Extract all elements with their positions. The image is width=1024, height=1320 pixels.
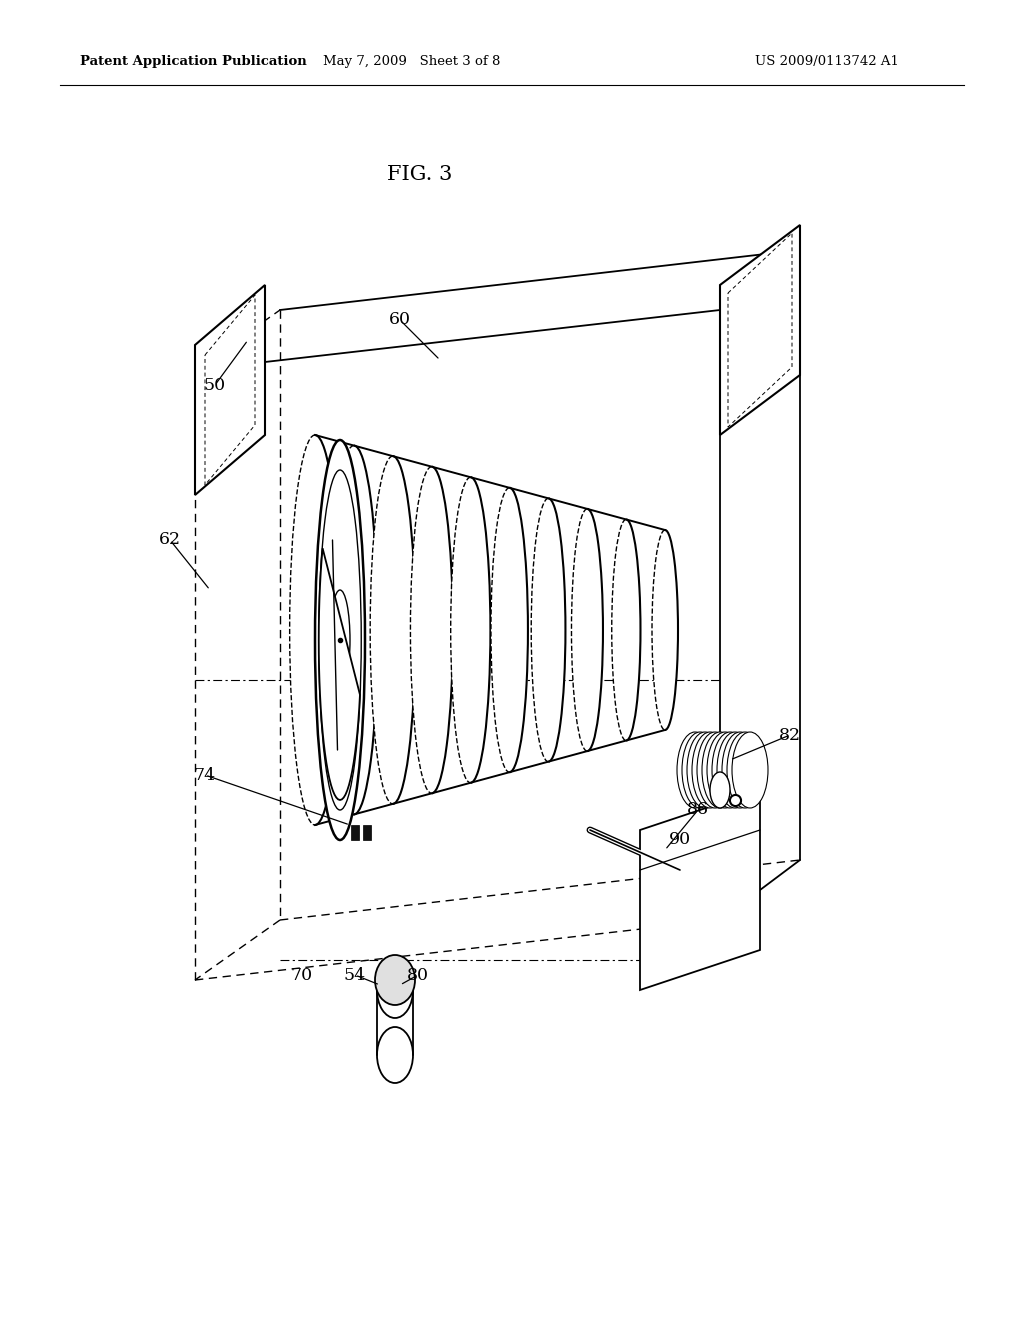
Ellipse shape — [377, 962, 413, 1018]
Ellipse shape — [697, 733, 733, 808]
Polygon shape — [195, 285, 265, 495]
Ellipse shape — [677, 733, 713, 808]
Ellipse shape — [375, 954, 415, 1005]
Ellipse shape — [712, 733, 748, 808]
Bar — [351, 825, 359, 840]
Bar — [362, 825, 371, 840]
Ellipse shape — [490, 488, 528, 772]
Text: Patent Application Publication: Patent Application Publication — [80, 55, 307, 69]
Ellipse shape — [370, 457, 416, 804]
Ellipse shape — [692, 733, 728, 808]
Ellipse shape — [682, 733, 718, 808]
Text: 70: 70 — [291, 966, 313, 983]
Ellipse shape — [531, 499, 565, 762]
Ellipse shape — [727, 733, 763, 808]
Ellipse shape — [290, 436, 340, 825]
Text: May 7, 2009   Sheet 3 of 8: May 7, 2009 Sheet 3 of 8 — [324, 55, 501, 69]
Text: 86: 86 — [687, 801, 709, 818]
Ellipse shape — [315, 440, 365, 840]
Polygon shape — [640, 789, 760, 990]
Ellipse shape — [451, 478, 490, 783]
Text: US 2009/0113742 A1: US 2009/0113742 A1 — [755, 55, 899, 69]
Text: 54: 54 — [344, 966, 366, 983]
Text: 80: 80 — [407, 966, 429, 983]
Ellipse shape — [707, 733, 743, 808]
Ellipse shape — [732, 733, 768, 808]
Text: 50: 50 — [204, 376, 226, 393]
Text: 90: 90 — [669, 832, 691, 849]
Polygon shape — [318, 548, 360, 800]
Text: 60: 60 — [389, 312, 411, 329]
Ellipse shape — [717, 733, 753, 808]
Text: 62: 62 — [159, 532, 181, 549]
Text: 74: 74 — [194, 767, 216, 784]
Ellipse shape — [377, 1027, 413, 1082]
Ellipse shape — [687, 733, 723, 808]
Ellipse shape — [330, 446, 378, 814]
Ellipse shape — [702, 733, 738, 808]
Ellipse shape — [571, 510, 603, 751]
Ellipse shape — [652, 531, 678, 730]
Text: FIG. 3: FIG. 3 — [387, 165, 453, 185]
Text: 82: 82 — [779, 726, 801, 743]
Ellipse shape — [722, 733, 758, 808]
Ellipse shape — [611, 520, 640, 741]
Ellipse shape — [411, 467, 453, 793]
Polygon shape — [720, 224, 800, 436]
Ellipse shape — [710, 772, 730, 808]
